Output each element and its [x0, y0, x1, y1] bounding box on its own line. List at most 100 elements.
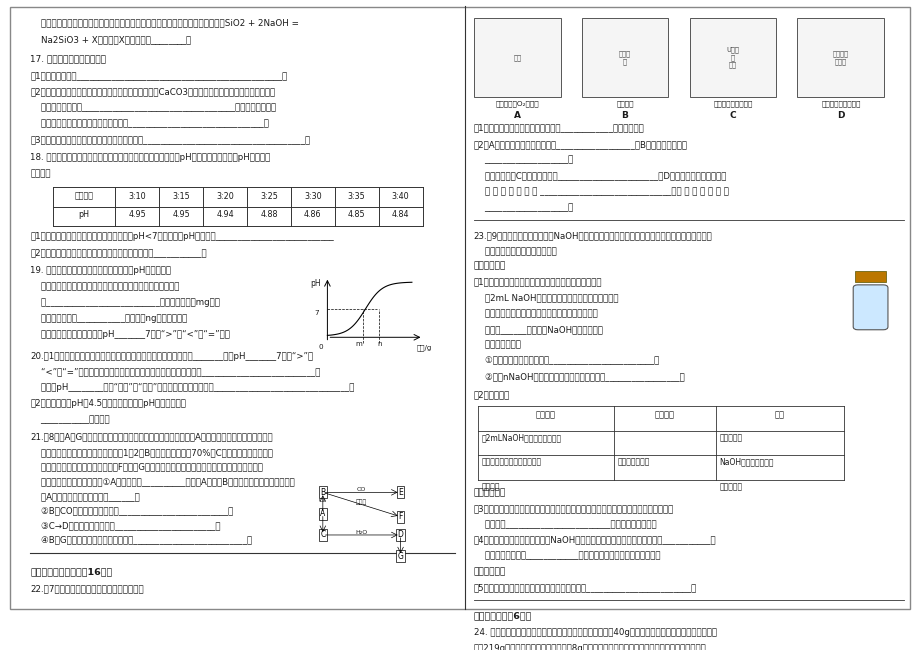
Text: 因可能是________________________（写出一条即可）。: 因可能是________________________（写出一条即可）。 [473, 520, 655, 528]
Text: 见下表：: 见下表： [30, 169, 51, 178]
Text: 气体，它是形成酸雨的物质之一；F可溶于G的稀溶液并产生气体，该气体是有利于环境保护的理: 气体，它是形成酸雨的物质之一；F可溶于G的稀溶液并产生气体，该气体是有利于环境保… [30, 463, 263, 471]
Text: G: G [397, 552, 403, 561]
Text: 实验步骤: 实验步骤 [536, 410, 555, 419]
Text: 3:35: 3:35 [347, 192, 365, 201]
Text: 石灰质量的关系如右图所示。熟石灰与盐酹反应的化学方程式: 石灰质量的关系如右图所示。熟石灰与盐酹反应的化学方程式 [30, 282, 179, 291]
Text: （5）请举一例说明中和反应在生产生活中的应用________________________。: （5）请举一例说明中和反应在生产生活中的应用__________________… [473, 583, 697, 592]
Text: 红，然后慢慢滴入稀盐酹，边滴边振荡，直至溶液: 红，然后慢慢滴入稀盐酹，边滴边振荡，直至溶液 [473, 309, 596, 318]
Text: A: A [320, 509, 325, 518]
Text: （1）根据所学知识，推测出「正常雨水」的pH<7，引起这种pH的原因是___________________________: （1）根据所学知识，推测出「正常雨水」的pH<7，引起这种pH的原因是_____… [30, 232, 334, 241]
Text: E: E [398, 488, 403, 497]
Text: 四、我会算：（6分）: 四、我会算：（6分） [473, 611, 531, 620]
Text: （2）烧水的铝壶中常结有一层水外（水外的主要成分是CaCO3），用适量的稀盐酹可以将它除去，反: （2）烧水的铝壶中常结有一层水外（水外的主要成分是CaCO3），用适量的稀盐酹可… [30, 87, 275, 96]
Text: 24. 为了测定某赤铁矿石中氧化铁的质量分数，取矿石样哈40g，加入盐酹，恰好完全反应时，共用去: 24. 为了测定某赤铁矿石中氧化铁的质量分数，取矿石样哈40g，加入盐酹，恰好完… [473, 628, 716, 637]
Text: ②B与CO反应的化学方程式是_________________________，: ②B与CO反应的化学方程式是_________________________， [30, 506, 233, 515]
Text: ___________________。: ___________________。 [473, 203, 573, 212]
Text: 约2mL NaOH溶液，再滴入几滴酚酸溶液，溶液变: 约2mL NaOH溶液，再滴入几滴酚酸溶液，溶液变 [473, 293, 618, 302]
Text: 加入镁条: 加入镁条 [482, 482, 500, 491]
Text: 测定时间: 测定时间 [74, 192, 94, 201]
Text: 【实验探究】: 【实验探究】 [473, 261, 505, 270]
Text: 4.95: 4.95 [172, 210, 189, 219]
Text: ①请指出右图操作中的错误________________________。: ①请指出右图操作中的错误________________________。 [473, 357, 658, 365]
Text: 铁丝在空气中的变化: 铁丝在空气中的变化 [712, 101, 752, 107]
FancyBboxPatch shape [473, 18, 560, 97]
Text: 7: 7 [313, 309, 318, 316]
Text: ___________的方法。: ___________的方法。 [30, 415, 109, 424]
Text: 溶液的pH________（填“增大”或“减小”），反应的化学方程式为_______________________________；: 溶液的pH________（填“增大”或“减小”），反应的化学方程式为_____… [30, 384, 354, 393]
Text: （1）用盐酸除铁锈_______________________________________________；: （1）用盐酸除铁锈_______________________________… [30, 72, 287, 81]
Text: ②写出nNaOH溶液与稀盐酹反应的化学方程式_________________。: ②写出nNaOH溶液与稀盐酹反应的化学方程式_________________。 [473, 372, 684, 382]
Text: 其中金属与非金属元素的原子个数比1：2；B中铁的质量分数为70%，C是有刺激性气味的无色: 其中金属与非金属元素的原子个数比1：2；B中铁的质量分数为70%，C是有刺激性气… [30, 448, 273, 457]
Text: 结论: 结论 [774, 410, 784, 419]
Text: 氧化硬缓慢地发生反应，产物使瓶口与瓶塞粘合在一起，反应的化学方程式为：SiO2 + 2NaOH =: 氧化硬缓慢地发生反应，产物使瓶口与瓶塞粘合在一起，反应的化学方程式为：SiO2 … [30, 18, 299, 27]
Text: “<”或“=”），逐滴向锥形瓶中滴入盐酹并振荡，观察到的现象是__________________________，: “<”或“=”），逐滴向锥形瓶中滴入盐酹并振荡，观察到的现象是_________… [30, 367, 320, 376]
Text: 一段时间后，C中的实验现象为_______________________；D中硬质玻璃管内发生反应: 一段时间后，C中的实验现象为_______________________；D中… [473, 172, 725, 181]
Text: 3:15: 3:15 [172, 192, 189, 201]
Text: 0: 0 [318, 344, 323, 350]
Text: 的探究活动，并回答有关问题。: 的探究活动，并回答有关问题。 [473, 247, 556, 256]
FancyBboxPatch shape [852, 285, 887, 330]
Text: （2）A中可燃物应取过量的原因是__________________；B中玻璃棒的作用是: （2）A中可燃物应取过量的原因是__________________；B中玻璃棒… [473, 140, 687, 149]
Text: 一氧化碳还原氧化铁: 一氧化碳还原氧化铁 [821, 101, 859, 107]
Text: D: D [397, 530, 403, 540]
Text: 还原剂: 还原剂 [356, 500, 367, 505]
Text: 盐酹219g，过滤、洗涤、干燥后得滤核8g（矿石中的杂质既不溶于水也不与盐酹反应）。计算：: 盐酹219g，过滤、洗涤、干燥后得滤核8g（矿石中的杂质既不溶于水也不与盐酹反应… [473, 644, 706, 650]
Text: 【实验反思】: 【实验反思】 [473, 488, 505, 497]
Text: 若没有明显现象: 若没有明显现象 [617, 458, 649, 467]
Text: C: C [320, 530, 325, 540]
Text: 为此，还需要选择____________（填一种试剂），再进行实验即可。: 为此，还需要选择____________（填一种试剂），再进行实验即可。 [473, 551, 660, 560]
Text: H₂O: H₂O [355, 530, 368, 535]
Text: ④B与G的稀溶液反应的化学方程式是__________________________。: ④B与G的稀溶液反应的化学方程式是_______________________… [30, 536, 252, 545]
Text: 三、我会实验探究：（16分）: 三、我会实验探究：（16分） [30, 567, 112, 577]
FancyBboxPatch shape [797, 18, 883, 97]
Text: 恰好变______色，证明NaOH溶液与稀盐酹: 恰好变______色，证明NaOH溶液与稀盐酹 [473, 325, 602, 334]
Text: 实验现象: 实验现象 [654, 410, 675, 419]
Text: 3:25: 3:25 [260, 192, 278, 201]
Text: 应的化学方程式是___________________________________，若盐酹的用量过: 应的化学方程式是________________________________… [30, 103, 276, 112]
Text: 4.84: 4.84 [391, 210, 409, 219]
Text: CO: CO [357, 488, 366, 493]
Text: （2）有一瓶溶液pH是4.5，如果要使溶液的pH升高，可以用: （2）有一瓶溶液pH是4.5，如果要使溶液的pH升高，可以用 [30, 399, 186, 408]
Text: m: m [355, 341, 361, 347]
Text: 多，会损坏铝壶，反应的化学方程式是_______________________________；: 多，会损坏铝壶，反应的化学方程式是_______________________… [30, 119, 268, 128]
Text: 稀盐酹过量: 稀盐酹过量 [719, 434, 742, 442]
Text: 18. 某校「酸雨」测量小组的同学，取刚降落的雨水的水样，用pH计每隔五分钟测一次pH，其数据: 18. 某校「酸雨」测量小组的同学，取刚降落的雨水的水样，用pH计每隔五分钟测一… [30, 153, 270, 162]
Text: 23.（9分）某化学兴趣小组对「NaOH溶液与稀盐酹是否恰好完全反应」进行探究。请你参与他们: 23.（9分）某化学兴趣小组对「NaOH溶液与稀盐酹是否恰好完全反应」进行探究。… [473, 231, 711, 240]
Text: 22.（7分）以下是初中化学的一些基本实验：: 22.（7分）以下是初中化学的一些基本实验： [30, 584, 143, 593]
Text: n: n [377, 341, 381, 347]
Text: 溶液中的溶质为___________。若改用ng氮氧化锠与相: 溶液中的溶质为___________。若改用ng氮氧化锠与相 [30, 314, 187, 323]
Text: 则A中非金属元素的化合价是______。: 则A中非金属元素的化合价是______。 [30, 492, 140, 500]
Text: 4.85: 4.85 [347, 210, 365, 219]
FancyBboxPatch shape [854, 271, 885, 282]
Text: 的 化 学 方 程 式 为 ______________________________，酒 精 灯 的 作 用 是: 的 化 学 方 程 式 为 __________________________… [473, 187, 728, 196]
Text: F: F [398, 512, 403, 521]
Text: 稀释硫酸: 稀释硫酸 [616, 101, 633, 107]
Text: 恰好完全反应。: 恰好完全反应。 [473, 341, 520, 350]
Text: 质量/g: 质量/g [416, 344, 431, 351]
Text: 硫磺酸
水: 硫磺酸 水 [618, 51, 630, 65]
Text: 3:30: 3:30 [303, 192, 322, 201]
Text: （1）方案一：某同学按右图所示的方法先向试管中加入: （1）方案一：某同学按右图所示的方法先向试管中加入 [473, 278, 602, 287]
Text: 4.86: 4.86 [303, 210, 321, 219]
Text: A: A [513, 111, 520, 120]
Text: U型管
水
碳盐: U型管 水 碳盐 [726, 47, 739, 68]
Text: 一氧化碳
氧化铁: 一氧化碳 氧化铁 [832, 51, 848, 65]
Text: pH: pH [310, 279, 321, 288]
Text: D: D [836, 111, 844, 120]
Text: 17. 用化学方程式说明问题：: 17. 用化学方程式说明问题： [30, 55, 106, 64]
FancyBboxPatch shape [581, 18, 668, 97]
Text: 测定空气中O₂的含量: 测定空气中O₂的含量 [494, 101, 539, 107]
Text: NaOH溶液与稀盐酹恰: NaOH溶液与稀盐酹恰 [719, 458, 774, 467]
Text: Na2SiO3 + X，试推断X的化学式为________。: Na2SiO3 + X，试推断X的化学式为________。 [30, 35, 191, 44]
Text: 20.（1）向盛有氮氧化锠溶液的锥形瓶里滴入几滴酚酸溶液，溶液变_______色，pH_______7（填“>”、: 20.（1）向盛有氮氧化锠溶液的锥形瓶里滴入几滴酚酸溶液，溶液变_______色… [30, 352, 313, 361]
Text: 21.（8分）A～G七种物质之间具有如下图所示的转化关系。已知：A是一种含铁的矿石的主要成分，: 21.（8分）A～G七种物质之间具有如下图所示的转化关系。已知：A是一种含铁的矿… [30, 432, 273, 441]
Text: 4.94: 4.94 [216, 210, 233, 219]
Text: O₂: O₂ [319, 498, 326, 503]
Text: （3）用氮氧化锠溶液来吸收有毒的二氧化硫气体_____________________________________。: （3）用氮氧化锠溶液来吸收有毒的二氧化硫气体__________________… [30, 135, 310, 144]
Text: （2）方案二：: （2）方案二： [473, 391, 509, 400]
Text: C: C [729, 111, 735, 120]
Text: 同量盐酹反应，所得溶液的pH_______7（填“>”、“<”或“=”）。: 同量盐酹反应，所得溶液的pH_______7（填“>”、“<”或“=”）。 [30, 330, 230, 339]
Text: 3:40: 3:40 [391, 192, 409, 201]
Text: 想燃料。请回答下列问题：①A的化学式为__________，已知A转化为B时余金属元素的化合价升高，: 想燃料。请回答下列问题：①A的化学式为__________，已知A转化为B时余金… [30, 477, 295, 486]
Text: ___________________；: ___________________； [473, 155, 573, 164]
